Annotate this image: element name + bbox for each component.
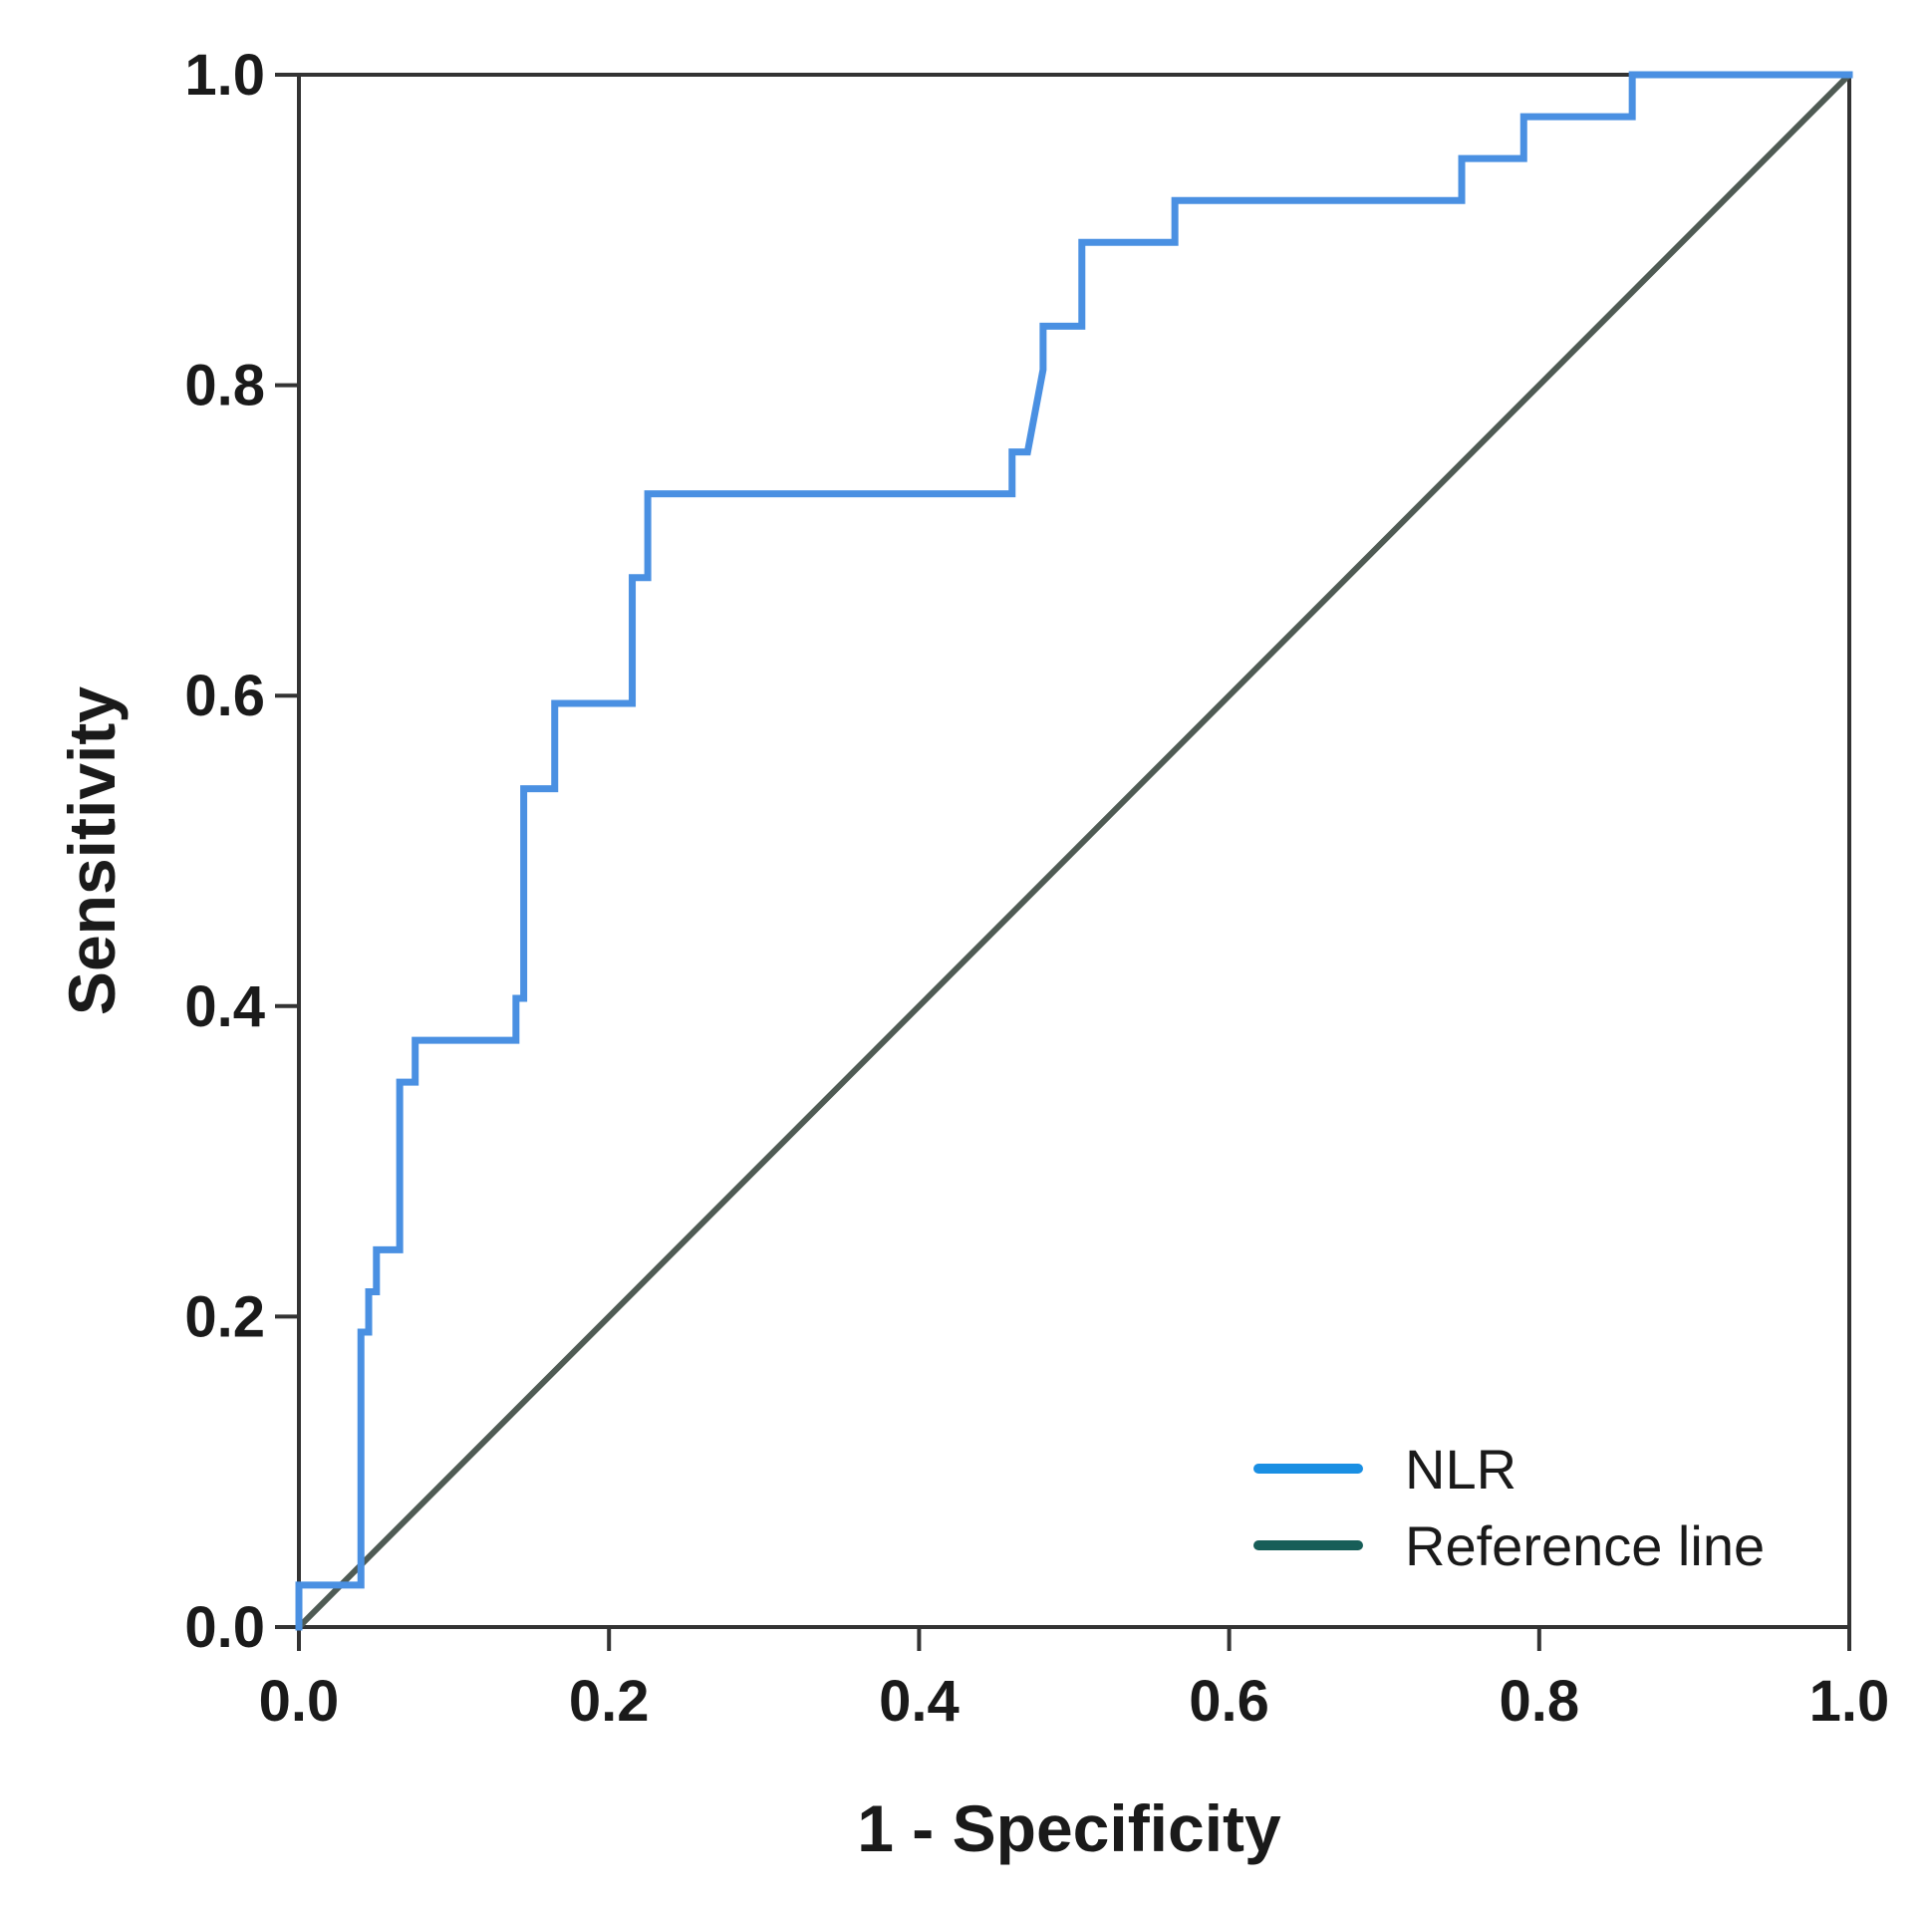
legend-label-reference-line: Reference line [1405,1514,1765,1577]
legend-label-nlr: NLR [1405,1438,1517,1501]
x-tick-label: 0.6 [1189,1669,1269,1734]
nlr-roc-curve [295,71,1853,1631]
y-tick-label: 0.8 [184,354,265,418]
y-tick-label: 1.0 [184,43,265,108]
legend: NLR Reference line [1253,1438,1765,1577]
y-tick-label: 0.2 [184,1284,265,1349]
y-tick-label: 0.4 [184,974,265,1039]
x-tick-label: 0.0 [259,1669,340,1734]
x-axis-title: 1 - Specificity [857,1791,1281,1865]
x-axis-ticks: 0.0 0.2 0.4 0.6 0.8 1.0 [259,1627,1890,1734]
y-axis-title: Sensitivity [55,686,129,1015]
plot-frame [297,73,1851,1629]
x-tick-label: 0.8 [1499,1669,1579,1734]
x-tick-label: 0.4 [879,1669,960,1734]
y-tick-label: 0.6 [184,664,265,728]
series-layer [295,71,1853,1631]
x-tick-label: 0.2 [569,1669,650,1734]
y-tick-label: 0.0 [184,1595,265,1660]
reference-line-series [296,72,1852,1630]
x-tick-label: 1.0 [1809,1669,1890,1734]
y-axis-ticks: 0.0 0.2 0.4 0.6 0.8 1.0 [184,43,299,1660]
